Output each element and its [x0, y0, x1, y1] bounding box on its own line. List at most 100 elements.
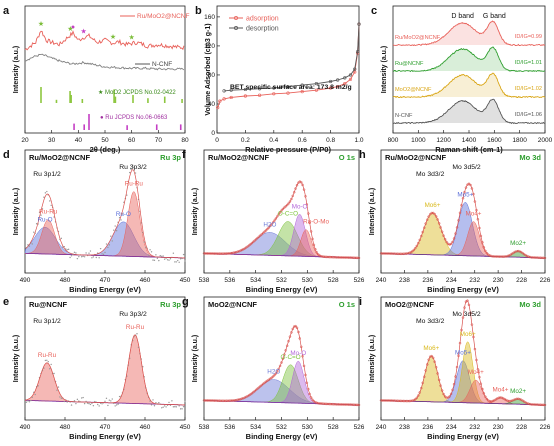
x-tick-label-g: 532 — [276, 424, 287, 431]
raw-data-point — [161, 407, 163, 409]
x-tick-label-e: 470 — [100, 424, 111, 431]
peak-label: Ru 3p3/2 — [119, 164, 147, 171]
component-label: Ru-O-Mo — [303, 219, 329, 226]
panel-title: Ru@NCNF — [29, 300, 68, 309]
raw-data-point — [73, 251, 76, 254]
x-tick-label-h: 240 — [376, 277, 387, 284]
raw-data-point — [78, 400, 80, 402]
component-peak-O-C=O — [204, 364, 359, 406]
raw-data-point — [168, 259, 170, 261]
raw-data-point — [111, 240, 113, 242]
raw-data-point — [266, 227, 269, 231]
raw-data-point — [414, 246, 417, 250]
data-point-adsorption — [222, 97, 226, 101]
data-point-adsorption — [229, 95, 233, 100]
raw-data-point — [105, 243, 108, 245]
peak-marker: ● — [71, 24, 75, 31]
raw-data-point — [316, 253, 320, 256]
panel-tag: Ru 3p — [160, 153, 181, 162]
raw-data-point — [469, 183, 472, 187]
raw-data-point — [446, 242, 450, 246]
legend-label: ★ MoO2 JCPDS No.02-0422 — [98, 89, 176, 96]
data-point-adsorption — [300, 90, 304, 94]
raw-data-point — [155, 254, 157, 256]
component-label: Mo5+ — [455, 350, 471, 357]
series-label: Ru/MoO2@NCNF — [395, 35, 441, 41]
panel-title: Ru/MoO2@NCNF — [29, 153, 90, 162]
plot-frame-h — [380, 149, 546, 274]
envelope-line — [204, 325, 359, 406]
x-tick-label-d: 460 — [140, 277, 151, 284]
raw-data-point — [44, 359, 47, 362]
x-axis-label-f: Binding Energy (eV) — [246, 285, 318, 294]
raw-data-point — [37, 385, 39, 387]
raw-data-point — [145, 246, 147, 248]
x-tick-label-f: 532 — [276, 277, 287, 284]
raw-data-point — [442, 234, 445, 237]
peak-label: Mo 3d3/2 — [416, 318, 445, 325]
bet-annotation: BET specific surface area: 173.8 m2/g — [230, 84, 352, 91]
raw-data-point — [108, 244, 111, 246]
raw-data-point — [41, 208, 44, 210]
data-point-adsorption — [243, 94, 247, 98]
raw-data-point — [273, 373, 276, 377]
data-point-desorption — [222, 89, 226, 93]
panel-tag: O 1s — [339, 300, 355, 309]
component-label: Mo4+ — [468, 369, 484, 376]
panel-tag: Mo 3d — [519, 300, 541, 309]
x-axis-label-e: Binding Energy (eV) — [69, 432, 141, 441]
raw-data-point — [276, 370, 279, 373]
raw-data-point — [149, 249, 151, 251]
x-tick-label-c: 1400 — [462, 137, 477, 144]
component-label: H2O — [267, 369, 280, 376]
component-label: Mo6+ — [423, 345, 439, 352]
panel-title: MoO2@NCNF — [385, 300, 434, 309]
raw-data-point — [57, 386, 60, 388]
raw-data-point — [252, 240, 255, 244]
envelope-line — [204, 181, 359, 259]
x-tick-label-h: 238 — [399, 277, 410, 284]
x-tick-label-i: 230 — [493, 424, 504, 431]
x-tick-label-a: 40 — [75, 137, 83, 144]
raw-data-point — [507, 254, 511, 257]
peak-label: Ru 3p1/2 — [33, 171, 61, 178]
x-tick-label-h: 228 — [516, 277, 527, 284]
raw-data-point — [260, 232, 264, 236]
legend-label: Ru/MoO2@NCNF — [137, 13, 189, 20]
raw-data-point — [136, 333, 138, 335]
panel-letter-g: g — [182, 296, 189, 308]
raw-data-point — [59, 396, 61, 398]
raw-data-point — [105, 397, 108, 400]
y-tick-label-b: 80 — [208, 72, 216, 79]
raw-data-point — [175, 406, 177, 408]
component-peak-O-C=O — [204, 221, 359, 259]
raw-data-point — [101, 403, 103, 405]
raw-data-point — [56, 389, 58, 391]
raw-data-point — [292, 325, 296, 328]
raw-data-point — [110, 400, 112, 402]
raw-data-point — [178, 261, 180, 263]
raw-data-point — [182, 253, 185, 256]
raw-data-point — [295, 326, 299, 330]
component-label: Mo2+ — [510, 240, 526, 247]
y-tick-label-b: 120 — [204, 43, 215, 50]
raw-data-point — [50, 204, 52, 207]
data-point-adsorption — [353, 70, 357, 74]
raw-data-point — [66, 249, 68, 251]
raman-fill-Ru/MoO2@NCNF — [393, 21, 545, 46]
raw-data-point — [150, 404, 153, 406]
x-tick-label-d: 450 — [180, 277, 191, 284]
raw-data-point — [295, 183, 299, 187]
raw-data-point — [104, 400, 106, 403]
raw-data-point — [70, 404, 73, 406]
raw-data-point — [155, 402, 157, 404]
raw-data-point — [69, 256, 71, 259]
x-tick-label-g: 534 — [250, 424, 261, 431]
peak-label: Ru 3p3/2 — [119, 311, 147, 318]
raw-data-point — [172, 406, 175, 408]
raw-data-point — [94, 400, 96, 403]
raw-data-point — [44, 192, 47, 194]
raw-data-point — [184, 260, 186, 262]
x-axis-label-c: Raman shift (cm-1) — [435, 145, 503, 154]
x-tick-label-a: 70 — [155, 137, 163, 144]
